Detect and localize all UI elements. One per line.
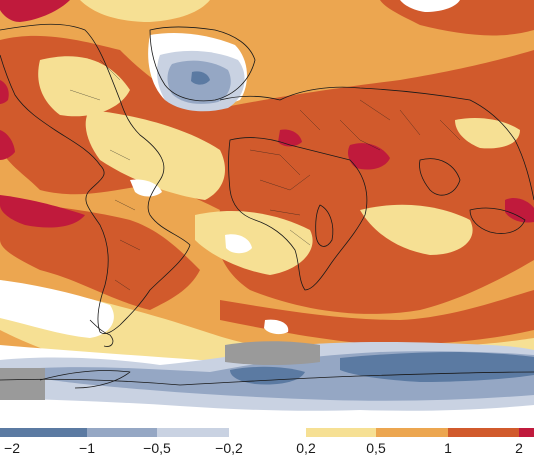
legend-tick-label: 0,5	[366, 440, 386, 456]
legend-color-segment	[0, 428, 87, 437]
cooling-regions	[0, 50, 534, 411]
legend-color-segment	[87, 428, 157, 437]
legend-tick-label: −2	[4, 440, 20, 456]
country-borders	[69, 59, 461, 291]
legend-color-segment	[157, 428, 229, 437]
legend-color-segment	[519, 428, 534, 437]
extreme-warming-spots	[0, 0, 534, 228]
legend-tick-label: 0,2	[296, 440, 316, 456]
legend-color-segment	[229, 428, 306, 437]
legend-tick-label: 1	[444, 440, 452, 456]
legend-color-segment	[376, 428, 448, 437]
legend-color-segment	[448, 428, 519, 437]
no-data-regions	[0, 341, 320, 400]
legend-color-segment	[306, 428, 376, 437]
legend-tick-label: −0,5	[143, 440, 171, 456]
temperature-anomaly-map	[0, 0, 534, 420]
color-scale-legend: −2 −1 −0,5 −0,2 0,2 0,5 1 2	[0, 428, 534, 462]
legend-tick-label: 2	[515, 440, 523, 456]
legend-tick-label: −0,2	[215, 440, 243, 456]
legend-tick-label: −1	[79, 440, 95, 456]
coastlines	[0, 23, 534, 389]
